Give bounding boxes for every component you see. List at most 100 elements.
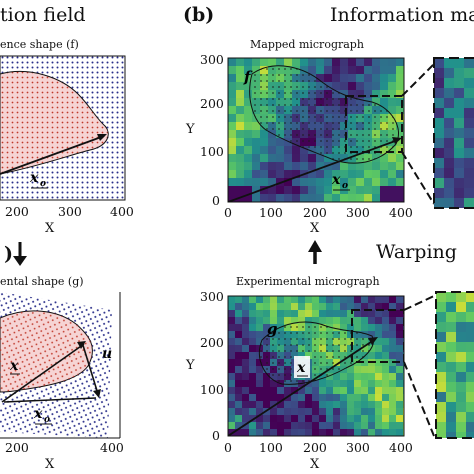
heatmap-cell — [332, 170, 341, 179]
heatmap-cell — [382, 345, 390, 353]
heatmap-cell — [396, 429, 404, 436]
experimental-shape-subtitle: ental shape (g) — [0, 275, 84, 288]
reference-point-label: x — [29, 170, 39, 186]
heatmap-cell — [368, 373, 376, 381]
heatmap-cell — [347, 310, 355, 318]
experimental-ytick-200: 200 — [200, 335, 224, 350]
experimental-ylabel: Y — [186, 358, 195, 373]
heatmap-cell — [372, 162, 381, 171]
heatmap-cell — [382, 331, 390, 339]
heatmap-cell — [434, 158, 445, 169]
heatmap-cell — [228, 310, 236, 318]
heatmap-cell — [308, 66, 317, 75]
heatmap-cell — [316, 66, 325, 75]
heatmap-cell — [434, 138, 445, 149]
heatmap-cell — [333, 380, 341, 388]
heatmap-cell — [388, 178, 397, 187]
heatmap-cell — [326, 303, 334, 311]
heatmap-cell — [436, 292, 447, 303]
heatmap-cell — [454, 58, 465, 69]
heatmap-cell — [291, 296, 299, 304]
heatmap-cell — [348, 162, 357, 171]
heatmap-cell — [347, 387, 355, 395]
heatmap-cell — [256, 338, 264, 346]
heatmap-cell — [319, 408, 327, 416]
heatmap-cell — [312, 415, 320, 423]
heatmap-cell — [454, 178, 465, 189]
heatmap-cell — [256, 380, 264, 388]
experimental-zoom-heatmap — [436, 292, 474, 438]
heatmap-cell — [364, 194, 373, 202]
heatmap-cell — [316, 170, 325, 179]
heatmap-cell — [454, 158, 465, 169]
heatmap-cell — [249, 415, 257, 423]
reference-vector-arrow — [0, 135, 105, 175]
heatmap-cell — [354, 415, 362, 423]
heatmap-cell — [375, 394, 383, 402]
heatmap-cell — [249, 366, 257, 374]
heatmap-cell — [444, 68, 455, 79]
heatmap-cell — [324, 74, 333, 83]
heatmap-cell — [228, 408, 236, 416]
heatmap-cell — [298, 303, 306, 311]
heatmap-cell — [270, 380, 278, 388]
heatmap-cell — [382, 352, 390, 360]
heatmap-cell — [291, 303, 299, 311]
heatmap-cell — [396, 170, 404, 179]
heatmap-cell — [434, 58, 445, 69]
heatmap-cell — [340, 429, 348, 436]
heatmap-cell — [464, 58, 474, 69]
heatmap-cell — [340, 90, 349, 99]
heatmap-cell — [298, 422, 306, 430]
svg-text:o: o — [342, 181, 348, 191]
heatmap-cell — [263, 401, 271, 409]
heatmap-cell — [348, 90, 357, 99]
heatmap-cell — [268, 178, 277, 187]
heatmap-cell — [228, 380, 236, 388]
heatmap-cell — [236, 66, 245, 75]
heatmap-cell — [252, 154, 261, 163]
heatmap-cell — [380, 170, 389, 179]
heatmap-cell — [312, 317, 320, 325]
heatmap-cell — [228, 359, 236, 367]
heatmap-cell — [333, 394, 341, 402]
heatmap-cell — [316, 178, 325, 187]
reference-shape-outline — [0, 70, 109, 175]
heatmap-cell — [236, 106, 245, 115]
heatmap-cell — [396, 162, 404, 171]
heatmap-cell — [436, 422, 447, 433]
heatmap-cell — [292, 186, 301, 195]
mapped-vector-arrow — [228, 139, 399, 202]
heatmap-cell — [324, 58, 333, 67]
heatmap-cell — [249, 296, 257, 304]
reference-arrowhead — [97, 134, 107, 141]
heatmap-cell — [388, 106, 397, 115]
heatmap-cell — [292, 194, 301, 202]
heatmap-cell — [236, 186, 245, 195]
panel-letter-fragment: ) — [4, 243, 13, 265]
heatmap-cell — [368, 345, 376, 353]
heatmap-cell — [364, 178, 373, 187]
heatmap-cell — [333, 408, 341, 416]
displacement-label: u — [102, 346, 112, 362]
heatmap-cell — [396, 373, 404, 381]
heatmap-cell — [312, 296, 320, 304]
heatmap-cell — [464, 138, 474, 149]
heatmap-cell — [249, 401, 257, 409]
heatmap-cell — [368, 331, 376, 339]
heatmap-cell — [249, 331, 257, 339]
heatmap-cell — [277, 415, 285, 423]
heatmap-cell — [375, 380, 383, 388]
heatmap-cell — [256, 415, 264, 423]
heatmap-cell — [382, 394, 390, 402]
mapped-zoom-heatmap — [434, 58, 474, 208]
left-bottom-xtick-200: 200 — [5, 440, 29, 455]
heatmap-cell — [434, 78, 445, 89]
heatmap-cell — [326, 415, 334, 423]
heatmap-cell — [466, 352, 474, 363]
heatmap-cell — [256, 331, 264, 339]
heatmap-cell — [368, 422, 376, 430]
heatmap-cell — [396, 90, 404, 99]
heatmap-cell — [263, 296, 271, 304]
experimental-ytick-100: 100 — [200, 382, 224, 397]
